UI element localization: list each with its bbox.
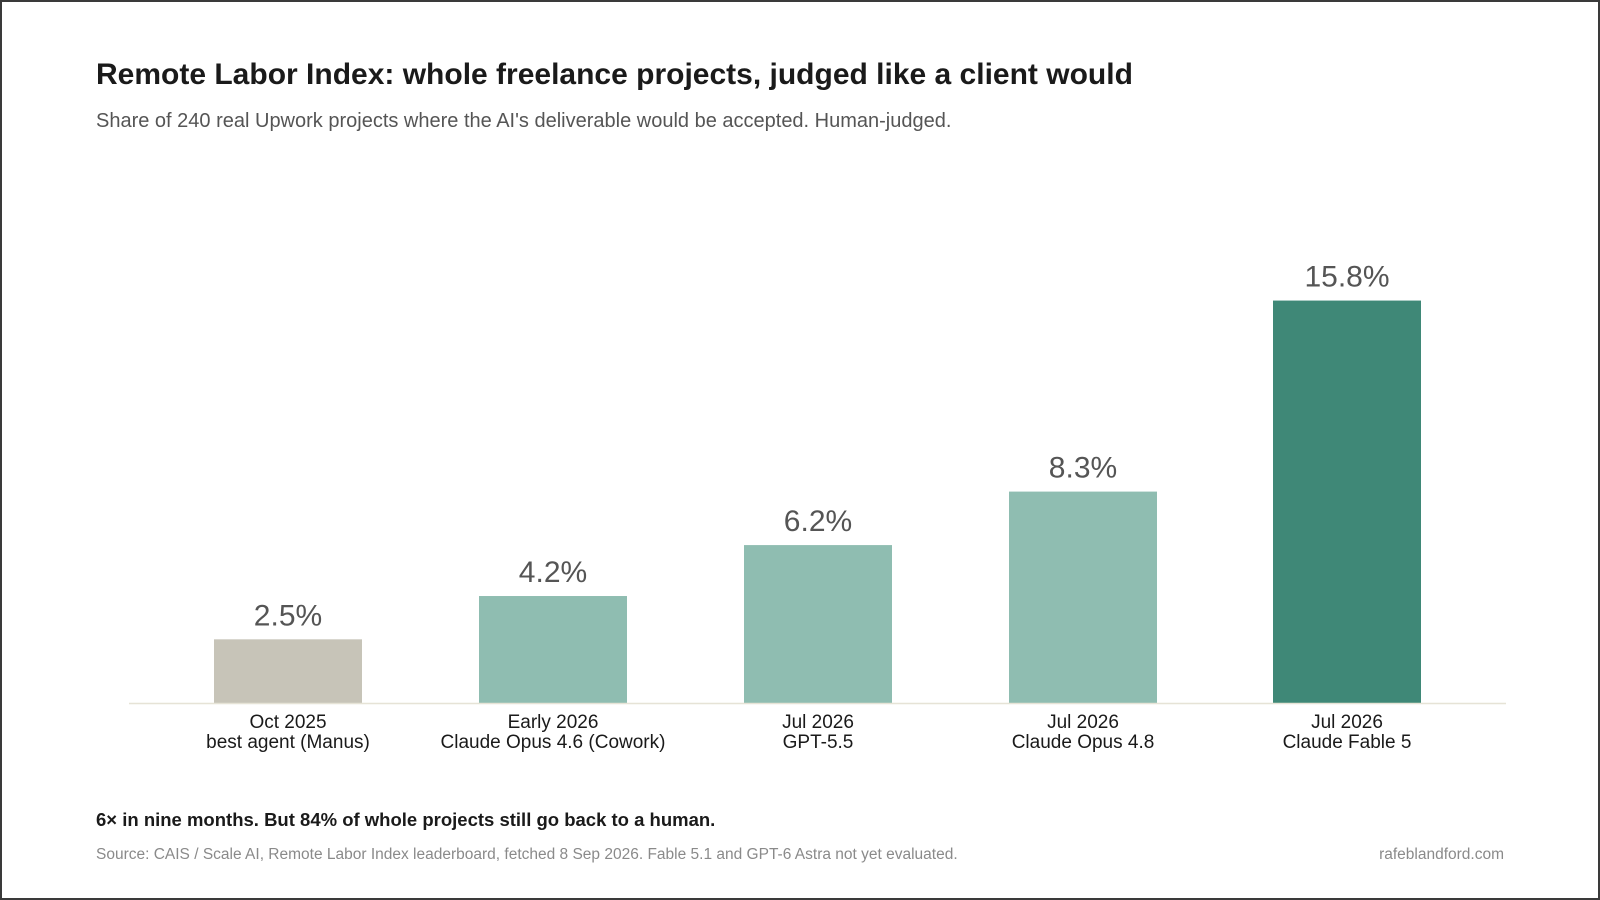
takeaway-note: 6× in nine months. But 84% of whole proj… xyxy=(96,809,716,830)
source-note: Source: CAIS / Scale AI, Remote Labor In… xyxy=(96,846,958,863)
site-credit: rafeblandford.com xyxy=(1379,846,1504,863)
bar-5 xyxy=(1273,300,1421,703)
category-model-label: best agent (Manus) xyxy=(206,732,370,753)
category-date-label: Jul 2026 xyxy=(782,712,854,733)
bar-3 xyxy=(744,545,892,703)
category-date-label: Jul 2026 xyxy=(1311,712,1383,733)
bar-value-label: 6.2% xyxy=(784,505,852,538)
category-model-label: Claude Opus 4.8 xyxy=(1012,732,1155,753)
bar-value-label: 15.8% xyxy=(1304,261,1389,294)
category-model-label: GPT-5.5 xyxy=(783,732,854,753)
chart-title: Remote Labor Index: whole freelance proj… xyxy=(96,58,1133,91)
category-date-label: Jul 2026 xyxy=(1047,712,1119,733)
category-date-label: Oct 2025 xyxy=(249,712,326,733)
bar-2 xyxy=(479,596,627,703)
chart-subtitle: Share of 240 real Upwork projects where … xyxy=(96,110,952,132)
category-model-label: Claude Fable 5 xyxy=(1283,732,1412,753)
category-date-label: Early 2026 xyxy=(508,712,599,733)
bar-value-label: 4.2% xyxy=(519,556,587,589)
category-model-label: Claude Opus 4.6 (Cowork) xyxy=(441,732,666,753)
bar-4 xyxy=(1009,491,1157,703)
bar-value-label: 8.3% xyxy=(1049,452,1117,485)
bar-value-label: 2.5% xyxy=(254,599,322,632)
bar-1 xyxy=(214,639,362,703)
